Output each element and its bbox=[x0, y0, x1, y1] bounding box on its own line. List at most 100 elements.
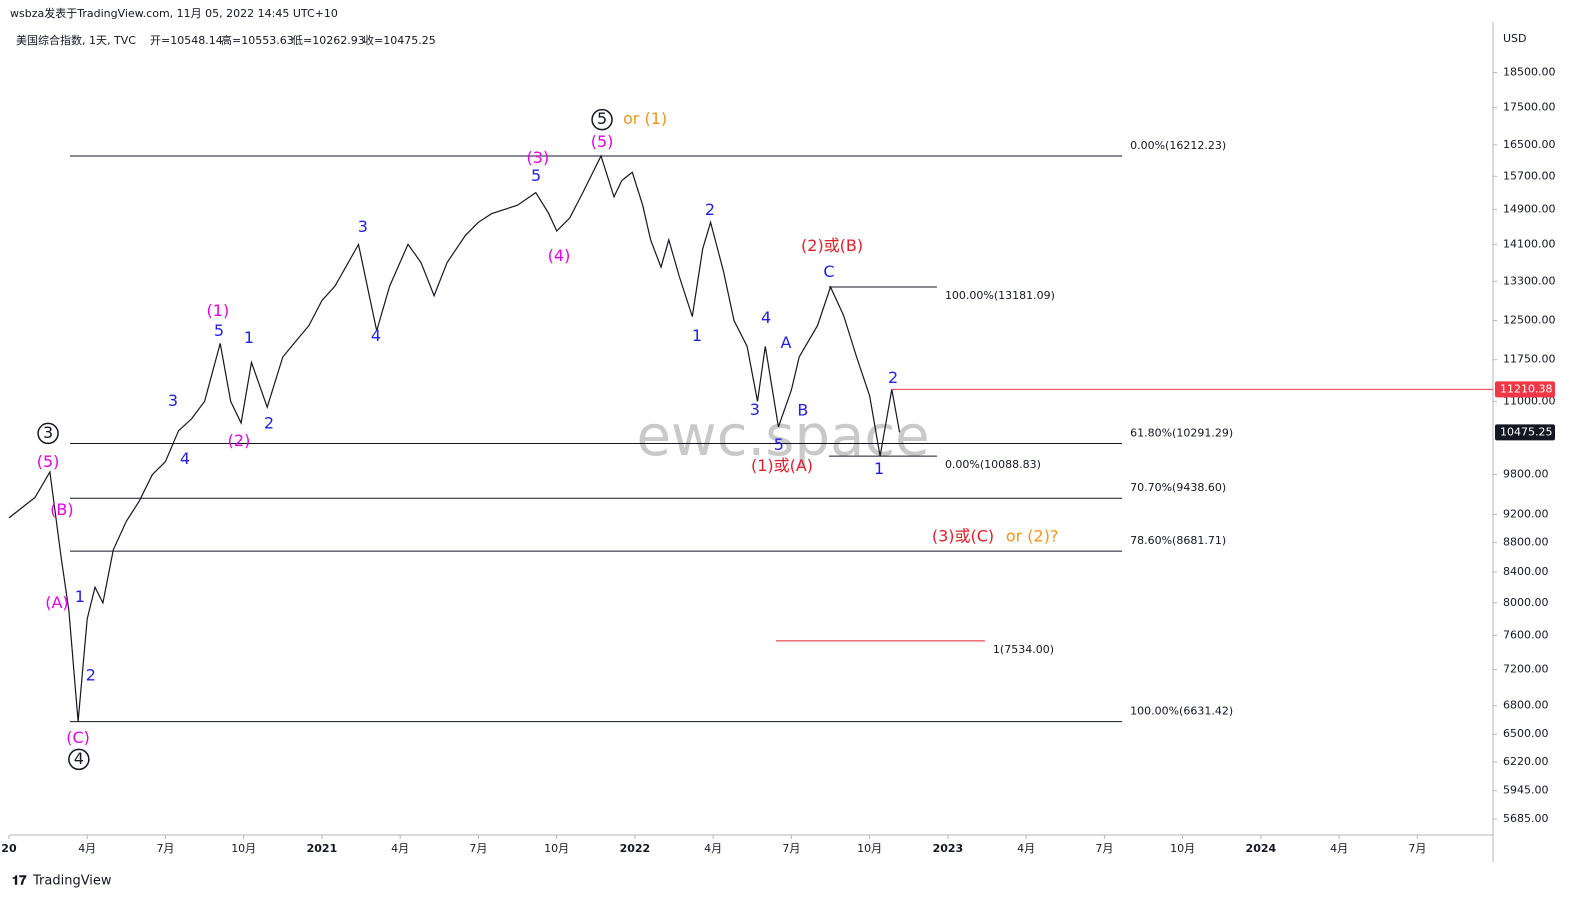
wave-label: 5 bbox=[774, 435, 784, 454]
wave-label: (A) bbox=[45, 593, 68, 612]
fib-label: 1(7534.00) bbox=[993, 643, 1054, 656]
y-tick-label: 6220.00 bbox=[1503, 755, 1549, 768]
ohlc-close: 收=10475.25 bbox=[363, 33, 436, 47]
y-tick-label: 16500.00 bbox=[1503, 138, 1556, 151]
wave-label: 2 bbox=[264, 414, 274, 433]
y-tick-label: 8400.00 bbox=[1503, 565, 1549, 578]
currency: USD bbox=[1503, 32, 1527, 45]
x-tick-label: 4月 bbox=[1017, 842, 1035, 855]
x-tick-label: 7月 bbox=[469, 842, 487, 855]
price-tag bbox=[1495, 424, 1555, 441]
footer-brand: TradingView bbox=[32, 874, 112, 889]
fib-label: 0.00%(16212.23) bbox=[1130, 139, 1226, 152]
x-tick-label: 4月 bbox=[78, 842, 96, 855]
wave-circle bbox=[591, 108, 613, 131]
y-tick-label: 14900.00 bbox=[1503, 202, 1556, 215]
fib-label: 100.00%(6631.42) bbox=[1130, 705, 1233, 718]
wave-label: 2 bbox=[86, 666, 96, 685]
wave-label: (1)或(A) bbox=[751, 456, 813, 475]
y-tick-label: 11750.00 bbox=[1503, 353, 1556, 366]
wave-label: (4) bbox=[548, 246, 571, 265]
fib-label: 70.70%(9438.60) bbox=[1130, 481, 1226, 494]
wave-label: B bbox=[797, 401, 808, 420]
x-tick-label: 10月 bbox=[544, 842, 569, 855]
author-line: wsbza发表于TradingView.com, 11月 05, 2022 14… bbox=[10, 6, 338, 20]
wave-label: (5) bbox=[37, 452, 60, 471]
wave-label: 4 bbox=[180, 449, 190, 468]
wave-label: 5 bbox=[531, 166, 541, 185]
y-tick-label: 13300.00 bbox=[1503, 274, 1556, 287]
x-tick-label: 7月 bbox=[1408, 842, 1426, 855]
wave-label: 3 bbox=[750, 400, 760, 419]
wave-label: 5 bbox=[214, 321, 224, 340]
ohlc-high: 高=10553.63 bbox=[221, 33, 294, 47]
wave-label: 4 bbox=[761, 308, 771, 327]
y-tick-label: 18500.00 bbox=[1503, 65, 1556, 78]
x-tick-label: 2021 bbox=[307, 842, 338, 855]
wave-label: 2 bbox=[888, 368, 898, 387]
wave-label: (3) bbox=[527, 148, 550, 167]
y-tick-label: 12500.00 bbox=[1503, 314, 1556, 327]
x-tick-label: 7月 bbox=[782, 842, 800, 855]
y-tick-label: 7200.00 bbox=[1503, 663, 1549, 676]
wave-label: or (1) bbox=[623, 109, 667, 128]
x-tick-label: 4月 bbox=[391, 842, 409, 855]
symbol: 美国综合指数, 1天, TVC bbox=[16, 33, 136, 47]
wave-label: 1 bbox=[75, 587, 85, 606]
wave-label: (3)或(C) bbox=[932, 527, 994, 546]
fib-label: 61.80%(10291.29) bbox=[1130, 427, 1233, 440]
y-tick-label: 8800.00 bbox=[1503, 536, 1549, 549]
x-tick-label: 2022 bbox=[620, 842, 651, 855]
y-tick-label: 8000.00 bbox=[1503, 596, 1549, 609]
ohlc-low: 低=10262.93 bbox=[292, 34, 365, 47]
wave-label: 3 bbox=[43, 423, 53, 442]
price-tag-label: 10475.25 bbox=[1500, 425, 1553, 438]
wave-label: (C) bbox=[66, 728, 90, 747]
y-tick-label: 6800.00 bbox=[1503, 699, 1549, 712]
y-tick-label: 6500.00 bbox=[1503, 727, 1549, 740]
y-tick-label: 5685.00 bbox=[1503, 812, 1549, 825]
y-tick-label: 5945.00 bbox=[1503, 784, 1549, 797]
wave-label: 1 bbox=[244, 328, 254, 347]
wave-label: 3 bbox=[168, 391, 178, 410]
y-tick-label: 9200.00 bbox=[1503, 507, 1549, 520]
wave-label: 4 bbox=[371, 326, 381, 345]
x-tick-label: 20 bbox=[1, 842, 17, 855]
wave-label: (2)或(B) bbox=[801, 236, 863, 255]
price-tag-label: 11210.38 bbox=[1500, 382, 1553, 395]
wave-label: (2) bbox=[228, 431, 251, 450]
x-tick-label: 7月 bbox=[1095, 842, 1113, 855]
price-line bbox=[8, 154, 901, 722]
fib-label: 78.60%(8681.71) bbox=[1130, 534, 1226, 547]
wave-label: 2 bbox=[705, 200, 715, 219]
wave-circle bbox=[68, 748, 90, 771]
wave-label: 1 bbox=[692, 326, 702, 345]
y-tick-label: 15700.00 bbox=[1503, 169, 1556, 182]
x-tick-label: 10月 bbox=[1170, 842, 1195, 855]
wave-label: C bbox=[823, 262, 834, 281]
wave-label: 1 bbox=[874, 459, 884, 478]
fib-label: 100.00%(13181.09) bbox=[945, 289, 1055, 302]
x-tick-label: 4月 bbox=[704, 842, 722, 855]
footer-logo: 𝟏𝟕 bbox=[12, 874, 27, 889]
y-tick-label: 7600.00 bbox=[1503, 628, 1549, 641]
x-tick-label: 2023 bbox=[933, 842, 964, 855]
wave-label: (1) bbox=[207, 301, 230, 320]
x-tick-label: 4月 bbox=[1330, 842, 1348, 855]
wave-label: or (2)? bbox=[1006, 527, 1059, 546]
wave-label: (5) bbox=[591, 132, 614, 151]
wave-label: 5 bbox=[597, 109, 607, 128]
wave-label: 4 bbox=[74, 749, 84, 768]
wave-circle bbox=[37, 422, 59, 445]
wave-label: (B) bbox=[50, 500, 73, 519]
x-tick-label: 10月 bbox=[857, 842, 882, 855]
y-tick-label: 11000.00 bbox=[1503, 394, 1556, 407]
ohlc-open: 开=10548.14 bbox=[150, 34, 223, 47]
price-tag bbox=[1495, 381, 1555, 398]
wave-label: A bbox=[780, 333, 791, 352]
x-tick-label: 7月 bbox=[156, 842, 174, 855]
y-tick-label: 17500.00 bbox=[1503, 101, 1556, 114]
y-tick-label: 14100.00 bbox=[1503, 237, 1556, 250]
y-tick-label: 9800.00 bbox=[1503, 467, 1549, 480]
